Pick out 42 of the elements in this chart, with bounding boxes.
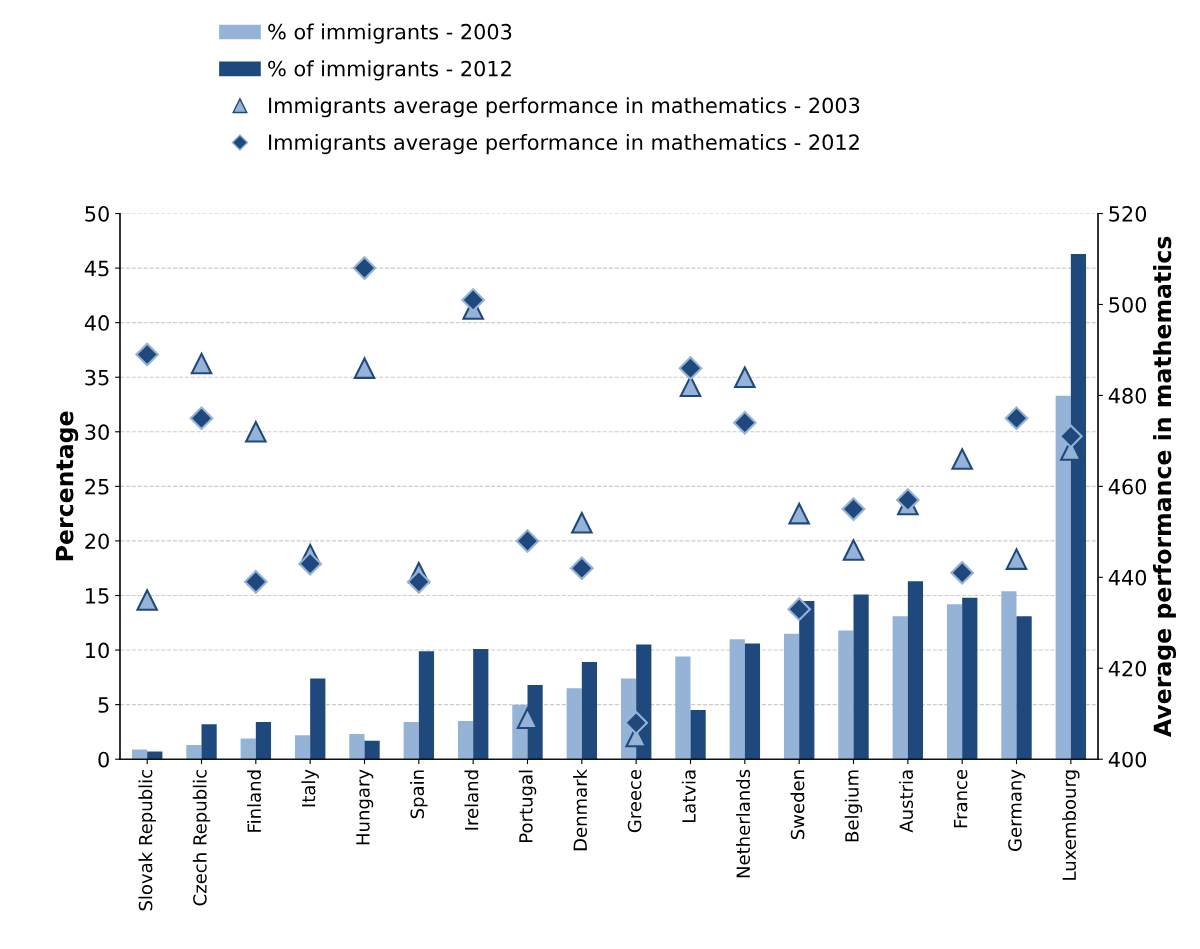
y2-tick-label: 500 xyxy=(1109,296,1147,313)
y2-tick-label: 420 xyxy=(1108,660,1147,677)
y-tick-label: 25 xyxy=(85,478,109,495)
y-axis-title: Percentage xyxy=(55,411,79,561)
y2-axis-title: Average performance in mathematics xyxy=(1153,236,1177,738)
x-tick-label: Czech Republic xyxy=(192,770,211,906)
y2-tick-label: 400 xyxy=(1108,751,1147,768)
x-tick-label: Germany xyxy=(1008,769,1026,851)
y-tick-label: 45 xyxy=(84,260,109,277)
y2-tick-label: 460 xyxy=(1108,478,1147,495)
x-tick-label: Belgium xyxy=(844,770,863,842)
x-tick-label: Italy xyxy=(301,769,319,807)
x-tick-label: Denmark xyxy=(573,768,588,851)
x-tick-label: Hungary xyxy=(356,769,374,845)
legend-label: Immigrants average performance in mathematics - 2003 xyxy=(269,97,860,118)
x-tick-label: Greece xyxy=(627,769,642,833)
y-tick-label: 0 xyxy=(98,751,109,768)
legend-label: Immigrants average performance in mathematics - 2012 xyxy=(269,133,859,155)
y-tick-label: 50 xyxy=(85,205,109,222)
y-tick-label: 15 xyxy=(86,588,109,604)
x-tick-label: Portugal xyxy=(518,770,537,842)
x-tick-label: Netherlands xyxy=(736,769,751,878)
y-tick-label: 20 xyxy=(85,533,109,550)
y-tick-label: 30 xyxy=(85,424,109,441)
y-tick-label: 5 xyxy=(98,697,109,713)
x-tick-label: Sweden xyxy=(790,770,805,840)
x-tick-label: France xyxy=(953,769,968,828)
y-tick-label: 35 xyxy=(85,369,109,386)
legend-label: % of immigrants - 2003 xyxy=(268,23,512,44)
x-tick-label: Latvia xyxy=(681,770,696,823)
y2-tick-label: 480 xyxy=(1108,387,1147,404)
x-tick-label: Luxembourg xyxy=(1062,770,1080,880)
legend-label: % of immigrants - 2012 xyxy=(268,60,511,81)
x-tick-label: Finland xyxy=(247,770,262,832)
x-tick-label: Ireland xyxy=(464,770,479,830)
y2-tick-label: 520 xyxy=(1109,205,1147,222)
y-tick-label: 10 xyxy=(86,642,109,659)
x-tick-label: Slovak Republic xyxy=(138,770,156,911)
x-tick-label: Austria xyxy=(899,770,914,833)
y2-tick-label: 440 xyxy=(1108,569,1147,586)
x-tick-label: Spain xyxy=(410,770,428,819)
y-tick-label: 40 xyxy=(84,315,109,331)
